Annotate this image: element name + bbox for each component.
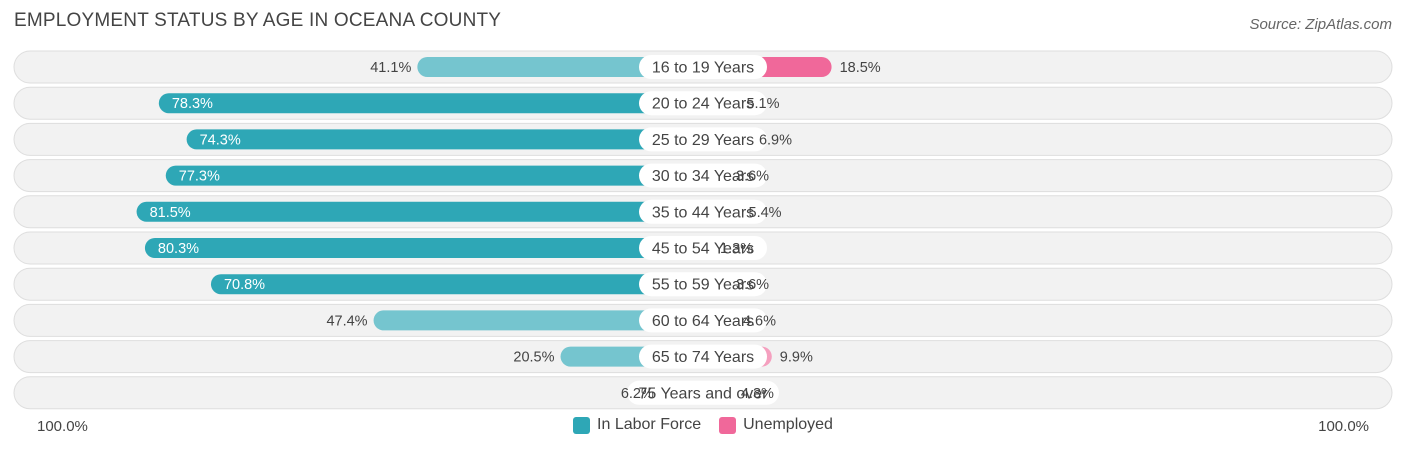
chart-title: EMPLOYMENT STATUS BY AGE IN OCEANA COUNT… xyxy=(14,10,502,31)
legend-swatch-labor-force xyxy=(573,416,591,434)
value-label-labor-force: 78.3% xyxy=(172,96,213,112)
category-label-background xyxy=(639,308,767,333)
category-label-background xyxy=(627,380,779,405)
bar-labor-force[interactable] xyxy=(186,129,704,150)
category-label: 35 to 44 Years xyxy=(652,204,754,221)
value-label-unemployed: 5.4% xyxy=(749,205,782,221)
chart-row: 25 to 29 Years 74.3% 6.9% xyxy=(13,122,1393,156)
legend: In Labor Force Unemployed xyxy=(0,416,1406,434)
bar-labor-force[interactable] xyxy=(144,238,704,258)
source-note: Source: ZipAtlas.com xyxy=(1249,16,1392,33)
category-label-background xyxy=(639,199,767,224)
category-label: 65 to 74 Years xyxy=(652,349,754,366)
value-label-labor-force: 74.3% xyxy=(200,132,241,148)
category-label-background xyxy=(639,236,767,260)
value-label-unemployed: 4.6% xyxy=(743,313,776,329)
category-label-background xyxy=(639,55,767,79)
category-label: 30 to 34 Years xyxy=(652,168,754,185)
value-label-unemployed: 4.3% xyxy=(741,386,774,402)
value-label-labor-force: 47.4% xyxy=(326,313,367,329)
chart-row: 45 to 54 Years 80.3% 1.3% xyxy=(13,231,1393,265)
bar-labor-force[interactable] xyxy=(417,57,703,77)
value-label-unemployed: 6.9% xyxy=(759,132,792,148)
chart-row: 30 to 34 Years 77.3% 3.6% xyxy=(13,159,1393,193)
bar-labor-force[interactable] xyxy=(158,93,703,114)
category-label: 75 Years and over xyxy=(639,385,769,402)
category-label-background xyxy=(639,163,767,188)
category-label-background xyxy=(639,272,767,297)
value-label-labor-force: 20.5% xyxy=(513,350,554,366)
value-label-labor-force: 41.1% xyxy=(370,60,411,76)
category-label: 16 to 19 Years xyxy=(652,60,754,77)
chart-row: 20 to 24 Years 78.3% 5.1% xyxy=(13,86,1393,120)
value-label-labor-force: 77.3% xyxy=(179,169,220,185)
value-label-unemployed: 18.5% xyxy=(840,60,881,76)
chart-row: 16 to 19 Years 41.1% 18.5% xyxy=(13,50,1393,84)
value-label-labor-force: 81.5% xyxy=(150,205,191,221)
value-label-unemployed: 3.6% xyxy=(736,169,769,185)
legend-label-labor-force: In Labor Force xyxy=(597,416,702,433)
value-label-labor-force: 6.2% xyxy=(621,386,654,402)
value-label-labor-force: 70.8% xyxy=(224,277,265,293)
category-label-background xyxy=(639,344,767,369)
chart-row: 35 to 44 Years 81.5% 5.4% xyxy=(13,195,1393,229)
bar-labor-force[interactable] xyxy=(165,165,703,186)
bar-labor-force[interactable] xyxy=(210,274,703,295)
legend-label-unemployed: Unemployed xyxy=(743,416,833,433)
chart-row: 55 to 59 Years 70.8% 3.6% xyxy=(13,267,1393,301)
category-label-background xyxy=(639,91,767,116)
category-label: 45 to 54 Years xyxy=(652,241,754,258)
chart-row: 65 to 74 Years 20.5% 9.9% xyxy=(13,340,1393,374)
chart-row: 60 to 64 Years 47.4% 4.6% xyxy=(13,303,1393,337)
value-label-unemployed: 1.3% xyxy=(720,241,753,257)
category-label: 55 to 59 Years xyxy=(652,277,754,294)
legend-item-unemployed[interactable]: Unemployed xyxy=(719,416,833,434)
category-label: 20 to 24 Years xyxy=(652,96,754,113)
category-label: 25 to 29 Years xyxy=(652,132,754,149)
bar-labor-force[interactable] xyxy=(136,201,703,222)
value-label-unemployed: 5.1% xyxy=(746,96,779,112)
axis-left-label: 100.0% xyxy=(37,418,88,435)
category-label-background xyxy=(639,127,767,152)
legend-swatch-unemployed xyxy=(719,416,737,434)
value-label-unemployed: 3.6% xyxy=(736,277,769,293)
category-label: 60 to 64 Years xyxy=(652,313,754,330)
axis-right-label: 100.0% xyxy=(1318,418,1369,435)
value-label-unemployed: 9.9% xyxy=(780,350,813,366)
value-label-labor-force: 80.3% xyxy=(158,241,199,257)
bar-labor-force[interactable] xyxy=(373,310,703,331)
legend-item-labor-force[interactable]: In Labor Force xyxy=(573,416,701,434)
